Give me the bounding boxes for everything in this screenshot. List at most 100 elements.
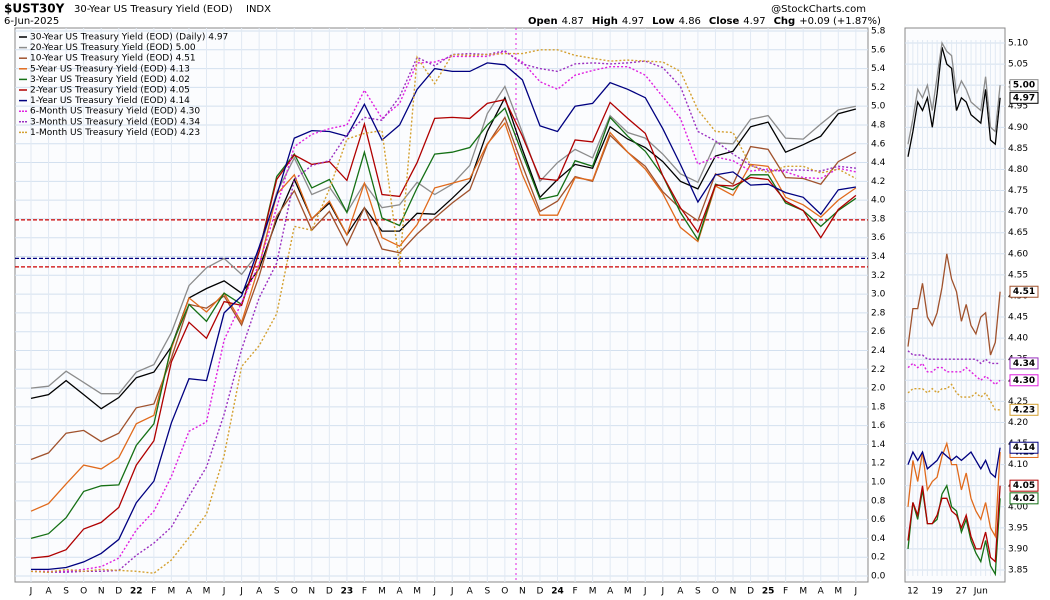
y-tick-label: 3.8 (871, 214, 886, 224)
x-tick-label: 23 (341, 587, 354, 597)
y-tick-label: 3.4 (871, 252, 886, 262)
y-tick-label: 4.40 (1008, 334, 1028, 344)
x-tick-label: M (378, 587, 386, 597)
x-tick-label: D (115, 587, 122, 597)
y-tick-label: 3.0 (871, 290, 886, 300)
x-tick-label: N (308, 587, 315, 597)
y-tick-label: 0.2 (871, 553, 885, 563)
x-tick-label: J (29, 587, 33, 597)
x-tick-label: N (730, 587, 737, 597)
x-tick-label: 24 (551, 587, 564, 597)
last-value-label: 4.23 (1013, 405, 1035, 415)
y-tick-label: 1.0 (871, 478, 886, 488)
y-tick-label: 3.85 (1008, 566, 1028, 576)
quote-value: 4.97 (622, 16, 644, 27)
series-line (907, 350, 1001, 365)
y-tick-label: 4.8 (871, 120, 886, 130)
x-tick-label: J (432, 587, 436, 597)
x-tick-label: N (98, 587, 105, 597)
series-line (30, 84, 857, 395)
x-tick-label: M (589, 587, 597, 597)
last-value-label: 4.14 (1013, 443, 1035, 453)
legend-entry: 10-Year US Treasury Yield (EOD) 4.51 (30, 54, 196, 64)
series-line (30, 98, 857, 559)
source: @StockCharts.com (771, 4, 866, 15)
x-tick-label: D (326, 587, 333, 597)
series-line (907, 447, 1001, 479)
last-value-label: 4.97 (1013, 93, 1035, 103)
quote-label: Chg (774, 16, 796, 27)
x-tick-label: J (222, 587, 226, 597)
y-tick-label: 4.20 (1008, 418, 1028, 428)
exchange: INDX (246, 4, 271, 15)
x-tick-label: S (63, 587, 69, 597)
x-tick-label: Jun (973, 587, 988, 597)
x-tick-label: 25 (762, 587, 775, 597)
quote-value: 4.87 (562, 16, 584, 27)
series-line (907, 362, 1001, 386)
y-tick-label: 4.10 (1008, 460, 1028, 470)
x-tick-label: D (747, 587, 754, 597)
x-tick-label: M (413, 587, 421, 597)
series-line (31, 50, 857, 572)
x-tick-label: J (239, 587, 243, 597)
series-line (907, 47, 1001, 157)
series-line (907, 441, 1001, 539)
series-line (907, 253, 1001, 356)
series-line (30, 49, 856, 573)
date: 6-Jun-2025 (4, 16, 59, 27)
y-tick-label: 3.90 (1008, 544, 1028, 554)
x-tick-label: S (695, 587, 701, 597)
x-tick-label: S (274, 587, 280, 597)
x-tick-label: F (362, 587, 367, 597)
y-tick-label: 4.6 (871, 139, 886, 149)
x-tick-label: A (396, 587, 403, 597)
y-tick-label: 4.70 (1008, 207, 1028, 217)
x-tick-label: O (80, 587, 87, 597)
y-tick-label: 3.6 (871, 233, 886, 243)
x-tick-label: A (607, 587, 614, 597)
y-tick-label: 1.2 (871, 459, 885, 469)
quote-value: +0.09 (+1.87%) (799, 16, 881, 27)
main-plot-area (14, 27, 869, 583)
last-value-box (1009, 79, 1039, 92)
y-tick-label: 0.4 (871, 534, 886, 544)
series-line (30, 96, 857, 410)
x-tick-label: A (186, 587, 193, 597)
x-tick-label: O (712, 587, 719, 597)
x-tick-label: 22 (130, 587, 143, 597)
y-tick-label: 4.25 (1008, 397, 1028, 407)
symbol-name: 30-Year US Treasury Yield (EOD) (74, 4, 233, 15)
last-value-box (1009, 479, 1039, 492)
series-line (30, 49, 857, 574)
y-tick-label: 5.05 (1008, 60, 1028, 70)
y-tick-label: 4.2 (871, 177, 885, 187)
quote-label: Open (528, 16, 558, 27)
y-tick-label: 4.75 (1008, 186, 1028, 196)
y-tick-label: 4.80 (1008, 165, 1028, 175)
x-tick-label: S (484, 587, 490, 597)
series-line (907, 41, 1001, 145)
y-tick-label: 5.4 (871, 64, 886, 74)
last-value-box (1009, 357, 1039, 370)
y-tick-label: 5.8 (871, 27, 886, 37)
x-tick-label: J (643, 587, 647, 597)
y-tick-label: 4.90 (1008, 123, 1028, 133)
last-value-label: 4.30 (1013, 376, 1035, 386)
y-tick-label: 2.6 (871, 327, 886, 337)
x-tick-label: 12 (907, 587, 918, 597)
series-line (907, 485, 1001, 563)
last-value-box (1009, 492, 1039, 505)
y-tick-label: 1.8 (871, 402, 886, 412)
x-tick-label: J (854, 587, 858, 597)
x-tick-label: A (818, 587, 825, 597)
x-tick-label: A (45, 587, 52, 597)
y-tick-label: 2.2 (871, 365, 885, 375)
quote-label: Close (709, 16, 740, 27)
x-tick-label: F (572, 587, 577, 597)
series-line (30, 115, 857, 461)
y-tick-label: 2.4 (871, 346, 886, 356)
x-tick-label: N (519, 587, 526, 597)
legend-entry: 3-Month US Treasury Yield (EOD) 4.34 (30, 117, 200, 127)
